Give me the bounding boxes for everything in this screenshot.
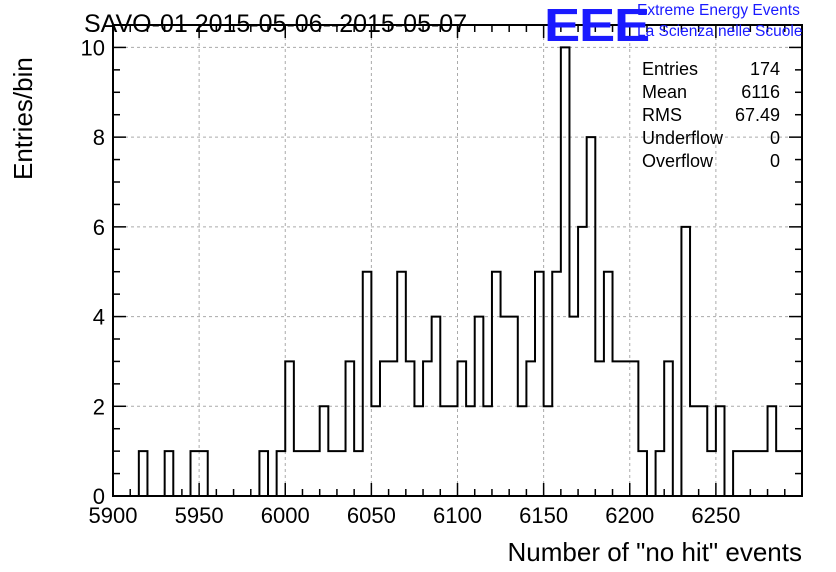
stats-value: 6116: [741, 82, 780, 102]
eee-logo-mark: EEE: [544, 0, 650, 51]
x-tick-label: 6000: [261, 503, 310, 528]
y-tick-label: 2: [93, 394, 105, 419]
stats-value: 0: [769, 128, 780, 148]
y-tick-label: 10: [81, 35, 105, 60]
stats-label: Mean: [642, 82, 688, 102]
y-tick-label: 6: [93, 215, 105, 240]
x-tick-label: 6150: [519, 503, 568, 528]
stats-row-rms: RMS 67.49: [642, 104, 780, 127]
eee-logo-line2: La Scienza nelle Scuole: [637, 23, 803, 40]
stats-label: Underflow: [642, 128, 724, 148]
stats-value: 0: [769, 151, 780, 171]
stats-value: 174: [749, 59, 780, 79]
stats-row-underflow: Underflow 0: [642, 127, 780, 150]
x-axis-label: Number of "no hit" events: [507, 537, 803, 567]
stats-box: Entries 174 Mean 6116 RMS 67.49 Underflo…: [642, 58, 780, 173]
x-tick-label: 6200: [605, 503, 654, 528]
stats-label: RMS: [642, 105, 682, 125]
x-tick-label: 5950: [175, 503, 224, 528]
stats-label: Entries: [642, 59, 699, 79]
y-axis-label: Entries/bin: [8, 57, 38, 180]
y-tick-label: 4: [93, 305, 105, 330]
x-tick-label: 6050: [347, 503, 396, 528]
x-tick-label: 6250: [691, 503, 740, 528]
x-tick-label: 6100: [433, 503, 482, 528]
stats-value: 67.49: [734, 105, 780, 125]
stats-row-mean: Mean 6116: [642, 81, 780, 104]
eee-logo-line1: Extreme Energy Events: [637, 2, 800, 19]
chart-title: SAVO-01 2015-05-06--2015-05-07: [84, 10, 468, 38]
stats-row-entries: Entries 174: [642, 58, 780, 81]
x-tick-label: 5900: [89, 503, 138, 528]
stats-label: Overflow: [642, 151, 714, 171]
y-tick-label: 0: [93, 484, 105, 509]
stats-row-overflow: Overflow 0: [642, 150, 780, 173]
y-tick-label: 8: [93, 125, 105, 150]
